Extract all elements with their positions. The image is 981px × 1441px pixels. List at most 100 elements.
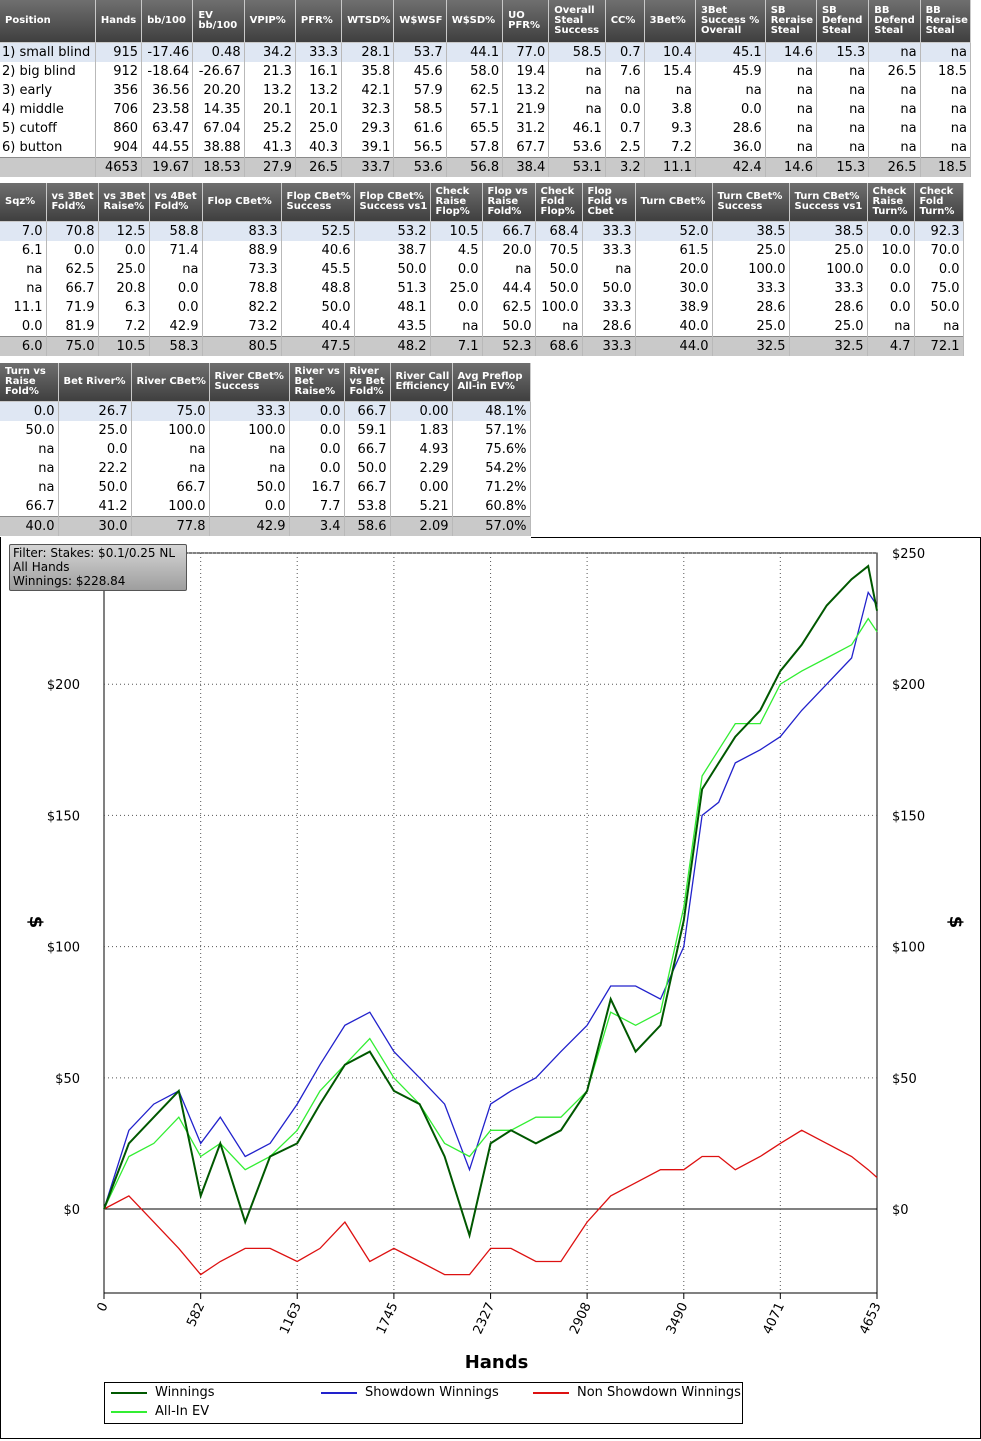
table-cell: 1) small blind	[0, 42, 96, 62]
column-header[interactable]: Check Raise Flop%	[430, 183, 483, 222]
column-header[interactable]: Avg Preflop All-in EV%	[452, 363, 531, 402]
column-header[interactable]: SB Defend Steal	[816, 0, 870, 43]
column-header[interactable]: River CBet% Success	[209, 363, 290, 402]
table-cell: 44.4	[482, 279, 536, 298]
column-header[interactable]: Check Raise Turn%	[867, 183, 915, 222]
table-cell: 75.0	[131, 401, 210, 421]
table-row[interactable]: 3) early 356 36.56 20.20 13.2 13.2 42.1 57.9 62.…	[0, 81, 972, 100]
table-row[interactable]: 2) big blind 912 -18.64 -26.67 21.3 16.1 35.8 4…	[0, 62, 972, 81]
table-cell: 18.5	[920, 62, 972, 81]
table-cell: 30.0	[635, 279, 713, 298]
table-cell: 100.0	[131, 421, 210, 440]
table-row[interactable]: 6.1 0.0 0.0 71.4 88.9 40.6 38.7 4.5 20.0 70.5 33.3…	[0, 241, 964, 260]
table-cell: 22.2	[58, 459, 132, 478]
column-header[interactable]: W$SD%	[446, 0, 504, 43]
table-cell: 33.3	[582, 241, 636, 260]
column-header[interactable]: Position	[0, 0, 96, 43]
table-cell: 0.0	[914, 260, 964, 279]
column-header[interactable]: UO PFR%	[502, 0, 550, 43]
table-row[interactable]: 7.0 70.8 12.5 58.8 83.3 52.5 53.2 10.5 66.7 68.4 3…	[0, 221, 964, 241]
table-cell: 66.7	[344, 401, 391, 421]
total-cell: 18.5	[920, 157, 972, 177]
column-header[interactable]: Flop CBet%	[202, 183, 282, 222]
table-cell: 20.1	[295, 100, 343, 119]
table-row[interactable]: na 50.0 66.7 50.0 16.7 66.7 0.00 71.2%	[0, 478, 531, 497]
column-header[interactable]: bb/100	[141, 0, 194, 43]
table-cell: 13.2	[502, 81, 550, 100]
table-cell: 50.0	[582, 279, 636, 298]
column-header[interactable]: River vs Bet Fold%	[344, 363, 391, 402]
column-header[interactable]: Flop vs Raise Fold%	[482, 183, 536, 222]
column-header[interactable]: Flop Fold vs Cbet	[582, 183, 636, 222]
table-cell: 12.5	[98, 221, 150, 241]
column-header[interactable]: Sqz%	[0, 183, 47, 222]
column-header[interactable]: River vs Bet Raise%	[289, 363, 345, 402]
table-cell: 60.8%	[452, 497, 531, 517]
total-cell: 77.8	[131, 516, 210, 536]
column-header[interactable]: Flop CBet% Success vs1	[354, 183, 431, 222]
table-cell: 81.9	[46, 317, 99, 337]
column-header[interactable]: vs 4Bet Fold%	[149, 183, 203, 222]
column-header[interactable]: Check Fold Turn%	[914, 183, 964, 222]
column-header[interactable]: PFR%	[295, 0, 343, 43]
column-header[interactable]: 3Bet Success % Overall	[695, 0, 766, 43]
table-cell: 28.1	[341, 42, 395, 62]
table-cell: na	[209, 440, 290, 459]
table-cell: 53.7	[393, 42, 447, 62]
column-header[interactable]: Turn CBet%	[635, 183, 713, 222]
table-row[interactable]: 50.0 25.0 100.0 100.0 0.0 59.1 1.83 57.1%	[0, 421, 531, 440]
table-row[interactable]: 5) cutoff 860 63.47 67.04 25.2 25.0 29.3 61.6 65…	[0, 119, 972, 138]
table-row[interactable]: 1) small blind 915 -17.46 0.48 34.2 33.3 28.1 5…	[0, 42, 972, 62]
table-row[interactable]: 6) button 904 44.55 38.88 41.3 40.3 39.1 56.5 57…	[0, 138, 972, 158]
column-header[interactable]: Turn CBet% Success	[712, 183, 790, 222]
table-row[interactable]: na 22.2 na na 0.0 50.0 2.29 54.2%	[0, 459, 531, 478]
column-header[interactable]: Turn vs Raise Fold%	[0, 363, 59, 402]
column-header[interactable]: 3Bet%	[644, 0, 696, 43]
table-row[interactable]: 4) middle 706 23.58 14.35 20.1 20.1 32.3 58.5 57…	[0, 100, 972, 119]
table-cell: 0.00	[390, 401, 453, 421]
table-cell: na	[582, 260, 636, 279]
table-cell: 13.2	[244, 81, 296, 100]
postflop-stats-table: Sqz% vs 3Bet Fold% vs 3Bet Raise% vs 4Bet F…	[0, 183, 964, 356]
table-row[interactable]: 0.0 81.9 7.2 42.9 73.2 40.4 43.5 na 50.0 na 28.6 40…	[0, 317, 964, 337]
table-row[interactable]: na 0.0 na na 0.0 66.7 4.93 75.6%	[0, 440, 531, 459]
table-cell: 20.1	[244, 100, 296, 119]
column-header[interactable]: Flop CBet% Success	[281, 183, 355, 222]
table-row[interactable]: na 66.7 20.8 0.0 78.8 48.8 51.3 25.0 44.4 50.0 50.…	[0, 279, 964, 298]
table-cell: 0.0	[209, 497, 290, 517]
total-cell: 32.5	[712, 336, 790, 356]
table-cell: 7.2	[644, 138, 696, 158]
table-cell: 77.0	[502, 42, 550, 62]
table-cell: 62.5	[446, 81, 504, 100]
column-header[interactable]: SB Reraise Steal	[765, 0, 817, 43]
column-header[interactable]: Overall Steal Success	[548, 0, 606, 43]
table-row[interactable]: 66.7 41.2 100.0 0.0 7.7 53.8 5.21 60.8%	[0, 497, 531, 517]
column-header[interactable]: vs 3Bet Raise%	[98, 183, 150, 222]
column-header[interactable]: W$WSF	[393, 0, 447, 43]
column-header[interactable]: Turn CBet% Success vs1	[789, 183, 868, 222]
table-cell: 0.0	[289, 421, 345, 440]
total-cell: 33.3	[582, 336, 636, 356]
column-header[interactable]: vs 3Bet Fold%	[46, 183, 99, 222]
column-header[interactable]: EV bb/100	[192, 0, 245, 43]
table-cell: 2) big blind	[0, 62, 96, 81]
column-header[interactable]: River CBet%	[131, 363, 210, 402]
table-cell: na	[816, 138, 870, 158]
table-cell: 54.2%	[452, 459, 531, 478]
column-header[interactable]: River Call Efficiency	[390, 363, 453, 402]
column-header[interactable]: Check Fold Flop%	[535, 183, 583, 222]
column-header[interactable]: CC%	[605, 0, 645, 43]
table-cell: 0.0	[867, 298, 915, 317]
column-header[interactable]: BB Reraise Steal	[920, 0, 972, 43]
column-header[interactable]: Hands	[95, 0, 143, 43]
column-header[interactable]: VPIP%	[244, 0, 296, 43]
column-header[interactable]: WTSD%	[341, 0, 395, 43]
column-header[interactable]: BB Defend Steal	[868, 0, 921, 43]
table-cell: 0.0	[695, 100, 766, 119]
table-row[interactable]: 0.0 26.7 75.0 33.3 0.0 66.7 0.00 48.1%	[0, 401, 531, 421]
table-row[interactable]: 11.1 71.9 6.3 0.0 82.2 50.0 48.1 0.0 62.5 100.0 33…	[0, 298, 964, 317]
total-cell: 26.5	[868, 157, 921, 177]
column-header[interactable]: Bet River%	[58, 363, 132, 402]
table-cell: 100.0	[789, 260, 868, 279]
table-row[interactable]: na 62.5 25.0 na 73.3 45.5 50.0 0.0 na 50.0 na 20.0 1…	[0, 260, 964, 279]
